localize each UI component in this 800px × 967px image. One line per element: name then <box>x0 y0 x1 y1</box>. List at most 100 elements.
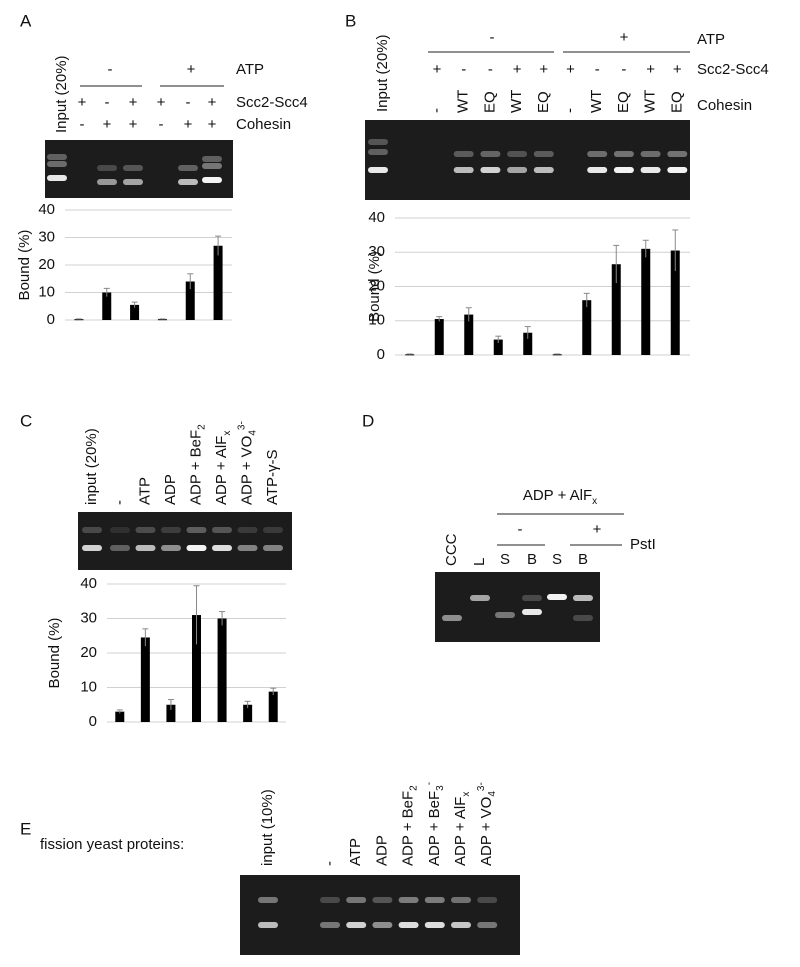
lane-label-text: ADP + BeF <box>426 791 443 866</box>
gel-band <box>368 149 388 155</box>
lane-label-text: ADP + BeF <box>400 791 417 866</box>
lane-label: ATP-γ-S <box>264 449 281 505</box>
group-label: + <box>620 29 629 46</box>
gel-image <box>45 140 233 198</box>
lane-label: ADP + AlFx <box>452 792 472 866</box>
lane-label-sub: 3 <box>435 785 446 791</box>
lane-mark: - <box>186 94 191 111</box>
gel-band <box>161 527 181 533</box>
gel-band <box>522 595 542 601</box>
panel-letter: B <box>345 11 356 30</box>
group-label: - <box>108 61 113 78</box>
lane-label: - <box>111 500 128 505</box>
gel-band <box>667 151 688 157</box>
gel-band <box>263 527 283 533</box>
panel-letter: A <box>20 11 32 30</box>
bar <box>213 245 223 320</box>
y-tick-label: 30 <box>38 228 55 245</box>
lane-mark: + <box>129 116 138 133</box>
lane-label: L <box>471 558 488 566</box>
lane-mark: + <box>103 116 112 133</box>
bar <box>217 618 227 722</box>
y-tick-label: 0 <box>47 311 55 328</box>
row-label: Scc2-Scc4 <box>236 94 308 111</box>
lane-label-sup: - <box>424 782 435 785</box>
gel-band <box>522 609 542 615</box>
gel-band <box>82 545 102 551</box>
bar <box>157 319 167 321</box>
lane-mark: WT <box>588 90 605 113</box>
y-tick-label: 40 <box>80 575 97 592</box>
lane-label-text: ADP + BeF <box>187 430 204 505</box>
gel-band <box>372 922 393 928</box>
lane-mark: EQ <box>615 91 632 113</box>
gel-band <box>212 545 232 551</box>
gel-band <box>186 527 207 533</box>
lane-mark: + <box>208 116 217 133</box>
lane-label: B <box>578 551 588 568</box>
gel-band <box>237 527 258 533</box>
gel-band <box>237 545 258 551</box>
gel-band <box>346 897 367 903</box>
lane-mark: - <box>159 116 164 133</box>
gel-band <box>587 151 608 157</box>
row-label: Scc2-Scc4 <box>697 61 769 78</box>
gel-band <box>97 165 117 171</box>
bar <box>268 691 278 722</box>
lane-mark: WT <box>642 90 659 113</box>
group-label: + <box>593 521 602 538</box>
gel-band <box>613 151 634 157</box>
lane-mark: + <box>673 61 682 78</box>
lane-mark: + <box>513 61 522 78</box>
lane-label: ADP + BeF3- <box>424 782 446 866</box>
lane-mark: + <box>129 94 138 111</box>
lane-label-sub: 2 <box>197 424 208 430</box>
lane-label: ADP + BeF2 <box>400 785 420 866</box>
bar <box>670 250 680 355</box>
bar <box>523 332 533 355</box>
bar <box>115 711 125 722</box>
gel-image <box>435 572 600 642</box>
lane-mark: EQ <box>481 91 498 113</box>
lane-label: CCC <box>443 533 460 566</box>
gel-band <box>320 897 340 903</box>
row-label: PstI <box>630 536 656 553</box>
gel-band <box>424 897 445 903</box>
lane-mark: + <box>78 94 87 111</box>
gel-band <box>135 527 156 533</box>
gel-band <box>442 615 462 621</box>
lane-label: ADP + VO43- <box>476 782 498 866</box>
panel-letter: C <box>20 411 32 430</box>
gel-image <box>78 512 292 570</box>
lane-label: S <box>552 551 562 568</box>
gel-band <box>453 167 474 173</box>
gel-band <box>47 161 67 167</box>
caption: fission yeast proteins: <box>40 836 184 853</box>
gel-band <box>186 545 207 551</box>
y-tick-label: 30 <box>368 243 385 260</box>
gel-band <box>667 167 688 173</box>
bar <box>434 319 444 355</box>
gel-band <box>640 167 661 173</box>
lane-mark: + <box>566 61 575 78</box>
bar <box>582 300 592 355</box>
lane-label: input (20%) <box>83 428 100 505</box>
lane-mark: - <box>461 61 466 78</box>
bar <box>140 637 150 722</box>
gel-band <box>470 595 490 601</box>
gel-image <box>365 120 690 200</box>
bar <box>102 292 112 320</box>
lane-label: ADP <box>162 474 179 505</box>
y-tick-label: 0 <box>377 346 385 363</box>
gel-band <box>178 165 198 171</box>
row-label: Cohesin <box>697 97 752 114</box>
lane-label: B <box>527 551 537 568</box>
bar <box>464 314 474 355</box>
lane-label: ADP + BeF2 <box>187 424 207 505</box>
lane-mark: - <box>488 61 493 78</box>
y-tick-label: 20 <box>38 256 55 273</box>
lane-mark: WT <box>508 90 525 113</box>
gel-band <box>368 139 388 145</box>
gel-band <box>263 545 283 551</box>
